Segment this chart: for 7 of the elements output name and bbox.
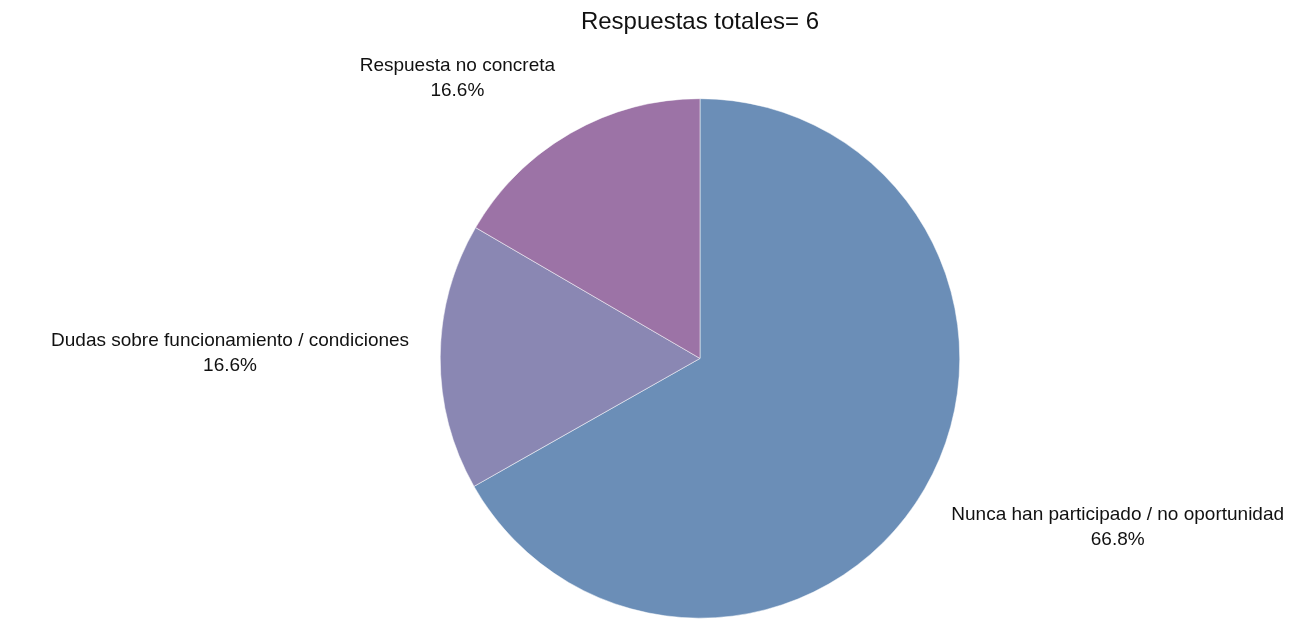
slice-label: Dudas sobre funcionamiento / condiciones [51,329,410,351]
data-label: 16.6% [203,354,258,376]
chart-title: Respuestas totales= 6 [580,7,820,35]
slice-label: Respuesta no concreta [359,53,556,75]
data-label: 16.6% [430,78,485,100]
slice-label: Nunca han participado / no oportunidad [951,502,1285,524]
data-label: 66.8% [1090,527,1145,549]
